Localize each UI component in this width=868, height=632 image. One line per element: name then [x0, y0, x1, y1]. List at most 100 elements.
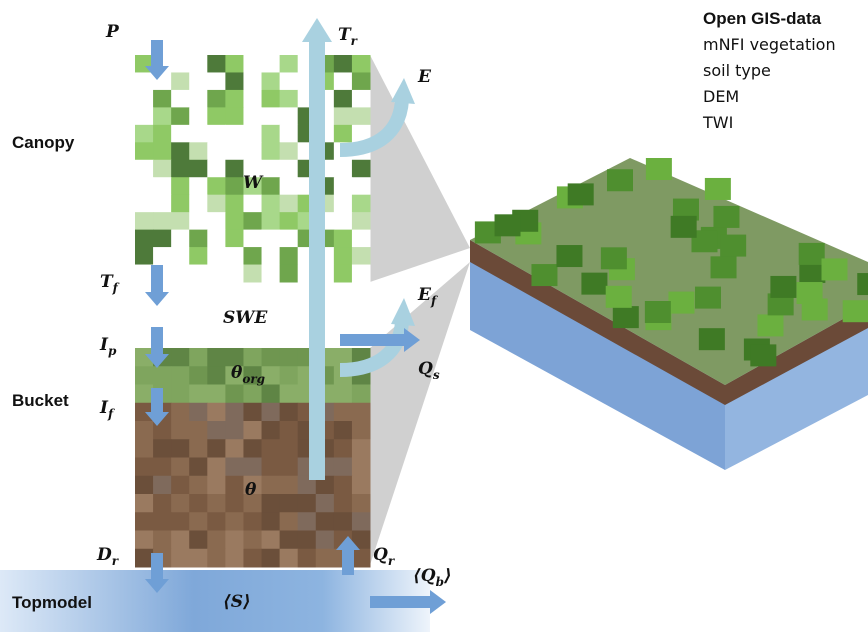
pixel: [351, 512, 371, 531]
symbol-sub: org: [242, 372, 265, 386]
curved-arrow: [339, 99, 409, 157]
pixel: [315, 494, 335, 513]
flux-shaft: [309, 40, 325, 480]
pixel: [333, 107, 353, 126]
pixel: [207, 439, 226, 458]
pixel: [351, 177, 371, 196]
pixel: [279, 229, 299, 248]
pixel: [207, 366, 226, 385]
pixel: [279, 89, 299, 108]
pixel: [225, 194, 244, 213]
pixel: [351, 247, 371, 266]
panel-label: Bucket: [12, 391, 69, 410]
pixel: [135, 530, 154, 550]
pixel: [279, 348, 299, 367]
symbol-base: E: [417, 67, 432, 87]
symbol-sub: p: [108, 344, 117, 358]
pixel: [333, 348, 353, 367]
pixel: [333, 177, 353, 196]
pixel: [189, 264, 208, 283]
tree: [757, 314, 784, 337]
pixel: [243, 107, 263, 126]
tree: [581, 272, 608, 295]
pixel: [225, 384, 244, 404]
arrow: [342, 548, 354, 575]
pixel: [279, 55, 299, 73]
tree: [842, 300, 868, 323]
pixel: [261, 264, 281, 283]
symbol: θorg: [231, 363, 265, 386]
pixel: [189, 55, 208, 73]
pixel: [153, 124, 172, 143]
pixel: [135, 72, 154, 91]
curved-arrow: [339, 321, 409, 377]
pixel: [243, 366, 263, 385]
symbol: Ip: [99, 335, 117, 358]
symbol-sub: r: [351, 34, 359, 48]
pixel: [207, 229, 226, 248]
pixel: [153, 194, 172, 213]
symbol-base: SWE: [223, 308, 268, 328]
pixel: [261, 457, 281, 477]
pixel: [351, 439, 371, 458]
projection: [370, 262, 470, 565]
pixel: [135, 89, 154, 108]
pixel: [135, 159, 154, 178]
tree: [857, 273, 868, 296]
pixel: [171, 124, 190, 143]
pixel: [135, 439, 154, 458]
pixel: [243, 72, 263, 91]
pixel: [171, 348, 190, 367]
symbol-sub: f: [107, 407, 115, 421]
pixel: [261, 421, 281, 440]
pixel: [261, 439, 281, 458]
symbol: ⟨Qb⟩: [413, 566, 452, 589]
pixel: [189, 124, 208, 143]
pixel: [135, 247, 154, 266]
pixel: [171, 229, 190, 248]
pixel: [225, 124, 244, 143]
pixel: [243, 439, 263, 458]
pixel: [315, 548, 335, 568]
pixel: [171, 439, 190, 458]
pixel: [207, 89, 226, 108]
pixel: [351, 194, 371, 213]
pixel: [261, 212, 281, 231]
symbol: ⟨S⟩: [223, 592, 251, 612]
pixel: [207, 512, 226, 531]
pixel: [135, 177, 154, 196]
pixel: [351, 475, 371, 495]
tree: [798, 242, 825, 265]
pixel: [261, 159, 281, 178]
pixel: [333, 512, 353, 531]
pixel: [225, 530, 244, 550]
symbol: Qr: [373, 545, 396, 568]
pixel: [189, 194, 208, 213]
pixel: [189, 402, 208, 422]
symbol-base: ⟨Q: [413, 566, 436, 586]
pixel: [333, 212, 353, 231]
pixel: [243, 194, 263, 213]
pixel: [279, 177, 299, 196]
pixel: [225, 402, 244, 422]
pixel: [243, 177, 263, 196]
pixel: [225, 475, 244, 495]
pixel: [351, 402, 371, 422]
pixel: [333, 55, 353, 73]
pixel: [279, 72, 299, 91]
pixel: [171, 159, 190, 178]
pixel: [225, 159, 244, 178]
pixel: [189, 348, 208, 367]
canopy-grid: [135, 55, 371, 283]
symbol-sub: r: [388, 554, 396, 568]
pixel: [135, 548, 154, 568]
pixel: [153, 421, 172, 440]
pixel: [153, 494, 172, 513]
tree: [670, 215, 697, 238]
pixel: [225, 421, 244, 440]
symbol-end: ⟩: [443, 566, 452, 586]
pixel: [171, 142, 190, 161]
pixel: [225, 55, 244, 73]
arrow: [151, 265, 163, 294]
pixel: [351, 229, 371, 248]
